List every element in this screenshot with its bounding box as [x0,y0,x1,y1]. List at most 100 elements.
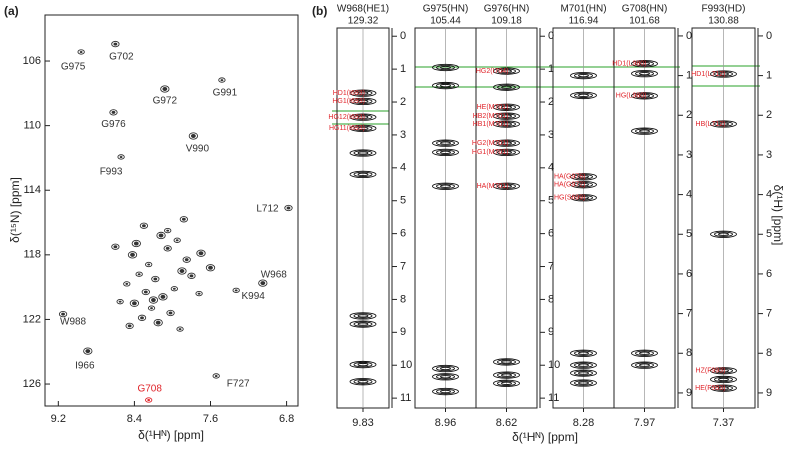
y-tick-label: 126 [23,378,41,390]
strip-nitrogen: 130.88 [708,16,739,27]
contour [132,301,137,306]
contour [493,67,520,75]
contour [143,290,148,294]
contour [570,71,597,80]
contour [353,90,373,96]
contour [501,114,512,118]
peak [631,127,658,135]
peak-label: HB(L712) [696,121,726,128]
contour [137,314,147,321]
contour [493,358,520,366]
peak [116,299,124,305]
contour [357,151,369,155]
peak [349,320,377,328]
contour [501,122,512,126]
contour [436,183,455,189]
reference-lines [332,65,760,125]
strip-title: W968(HE1) [337,4,389,15]
contour [258,279,268,287]
contour [718,369,729,373]
contour [432,182,459,190]
contour [497,372,516,378]
peak [493,182,520,190]
peak-label: HZ(F993) [696,368,726,375]
contour [497,121,516,127]
contour [440,366,451,371]
peak [631,92,658,100]
y-axis-label: δ(¹H) [ppm] [771,185,785,246]
peak-label: G976 [101,119,126,130]
contour [635,362,654,368]
peak [111,243,120,250]
y-tick-label: 1 [686,70,692,82]
peak [147,305,156,311]
peak [125,322,134,330]
peak [349,113,377,121]
y-tick-label: 9 [766,387,772,399]
contour [493,139,520,147]
contour [501,373,512,377]
contour [160,294,166,299]
peak [196,249,206,257]
contour [578,73,589,78]
peak [570,369,597,377]
peak [158,293,168,301]
contour [570,361,597,369]
contour [635,70,654,77]
contour [574,362,593,368]
contour [260,281,266,286]
contour [130,252,135,257]
y-tick-label: 6 [686,268,692,280]
contour [163,245,172,252]
contour [501,85,512,89]
y-tick-label: 1 [548,63,554,75]
peak-label: HG1(M701) [472,149,509,156]
contour [635,128,654,134]
contour [578,381,589,385]
contour [155,320,161,325]
contour [497,149,516,156]
peak [493,358,520,366]
peak [493,83,520,91]
y-tick-label: 6 [548,228,554,240]
peak-label: G972 [153,96,178,107]
peak [232,287,240,294]
y-tick-label: 6 [400,228,406,240]
peak [141,288,150,296]
peak [135,271,143,277]
y-tick-label: 10 [548,359,560,371]
contour [639,71,650,76]
strip-nitrogen: 105.44 [430,16,461,27]
y-tick-label: 2 [400,96,406,108]
peak [570,71,597,80]
peak [631,349,658,357]
peak [432,81,459,90]
y-tick-label: 5 [400,195,406,207]
contour [631,349,658,357]
y-tick-label: 11 [400,392,411,404]
x-tick-label: 8.62 [496,417,517,429]
contour [158,233,164,238]
peak-label: HG1(I693) [332,98,365,105]
peak [349,360,377,369]
contour [436,140,455,146]
peak [137,314,147,321]
contour [349,378,377,386]
contour [440,375,451,379]
contour [570,379,597,387]
peak [123,281,131,287]
contour [151,275,160,283]
contour [147,305,156,311]
contour [117,154,125,160]
y-tick-label: 6 [766,268,772,280]
y-tick-label: 2 [548,96,554,108]
peak-label: K994 [241,291,265,302]
peak [188,132,199,140]
contour [501,381,512,385]
peak [179,216,189,223]
contour [349,312,377,320]
contour [714,385,733,391]
x-tick-label: 6.8 [279,413,294,425]
peak [349,170,377,179]
